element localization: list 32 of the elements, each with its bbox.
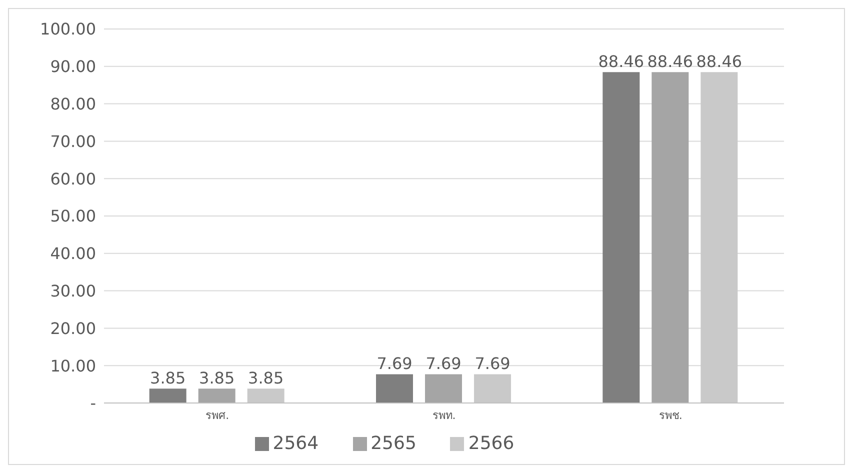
data-label: 3.85 bbox=[199, 368, 235, 388]
y-tick-label: 50.00 bbox=[50, 206, 96, 226]
bar bbox=[425, 374, 462, 403]
bar bbox=[602, 72, 640, 403]
y-tick-label: 90.00 bbox=[50, 57, 96, 76]
y-tick-label: 70.00 bbox=[50, 132, 96, 151]
y-tick-label: 20.00 bbox=[50, 318, 96, 338]
data-label: 7.69 bbox=[376, 354, 412, 374]
data-label: 3.85 bbox=[150, 368, 186, 388]
bar bbox=[198, 388, 236, 403]
y-tick-label: 60.00 bbox=[50, 169, 96, 188]
y-tick-label: 40.00 bbox=[50, 244, 96, 264]
bar bbox=[149, 388, 186, 403]
data-label: 88.46 bbox=[696, 52, 742, 72]
legend-label: 2565 bbox=[370, 433, 416, 454]
data-label: 7.69 bbox=[474, 354, 510, 374]
data-label: 3.85 bbox=[248, 368, 284, 388]
x-tick-label: รพช. bbox=[658, 408, 682, 422]
data-label: 88.46 bbox=[647, 52, 694, 72]
y-tick-label: 30.00 bbox=[50, 281, 96, 300]
legend-label: 2566 bbox=[468, 433, 514, 454]
data-label: 88.46 bbox=[598, 52, 644, 72]
data-label: 7.69 bbox=[426, 354, 462, 374]
x-tick-label: รพท. bbox=[432, 408, 456, 422]
bar bbox=[376, 374, 413, 403]
legend-label: 2564 bbox=[272, 433, 319, 454]
bar bbox=[652, 72, 689, 403]
x-tick-label: รพศ. bbox=[206, 408, 230, 422]
y-tick-label: - bbox=[90, 394, 96, 413]
y-tick-label: 100.00 bbox=[40, 20, 96, 39]
y-tick-label: 10.00 bbox=[50, 356, 96, 376]
y-tick-label: 80.00 bbox=[50, 94, 96, 114]
